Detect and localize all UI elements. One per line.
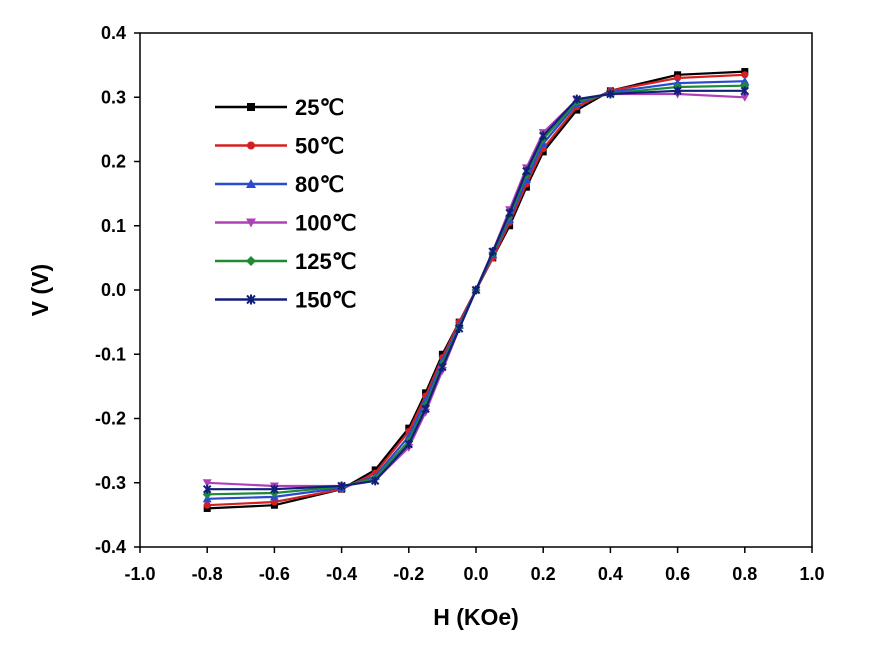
data-point [538,131,548,141]
y-tick-label: -0.2 [95,409,126,429]
x-tick-label: 0.4 [598,564,623,584]
data-point [337,481,346,491]
data-point [522,166,531,176]
x-tick-label: 0.0 [463,564,488,584]
legend-item: 150℃ [215,288,356,313]
data-point [246,179,256,188]
series-5 [202,86,750,494]
y-tick-label: 0.2 [101,152,126,172]
x-axis-label: H (KOe) [433,604,519,630]
x-tick-label: -0.8 [192,564,223,584]
x-tick-label: -0.2 [393,564,424,584]
y-tick-label: 0.3 [101,87,126,107]
data-point [740,86,750,96]
x-tick-label: -1.0 [124,564,155,584]
data-point [246,256,256,266]
data-point [488,246,498,256]
legend-item: 100℃ [215,211,356,236]
data-point [247,141,255,150]
data-point [505,208,514,218]
legend-label: 50℃ [295,134,344,159]
data-point [454,324,464,334]
data-point [202,479,212,488]
y-axis-label: V (V) [27,264,53,316]
data-point [270,484,279,494]
data-point [246,294,256,305]
x-tick-label: 0.2 [531,564,556,584]
x-tick-label: 0.8 [732,564,757,584]
series-layer [202,68,750,512]
data-point [246,218,256,228]
legend: 25℃ 50℃ 80℃ 100℃ 125℃ 150℃ [215,95,356,313]
data-point [421,404,430,414]
data-point [740,76,750,85]
data-point [572,94,582,104]
y-tick-label: 0.0 [101,280,126,300]
data-point [247,103,255,111]
x-tick-label: -0.6 [259,564,290,584]
legend-item: 125℃ [215,249,356,274]
data-point [370,476,380,486]
data-point [674,74,682,82]
legend-label: 80℃ [295,172,344,197]
legend-item: 80℃ [215,172,344,197]
data-point [202,484,212,494]
legend-label: 100℃ [295,211,356,236]
legend-label: 150℃ [295,288,356,313]
y-tick-label: -0.3 [95,473,126,493]
x-tick-label: -0.4 [326,564,357,584]
x-tick-label: 1.0 [799,564,824,584]
data-point [740,93,750,102]
legend-item: 50℃ [215,134,344,159]
x-axis-ticks: -1.0 -0.8 -0.6 -0.4 -0.2 0.0 0.2 0.4 0.6 0.8 1.0 [124,547,825,584]
legend-label: 125℃ [295,249,356,274]
data-point [438,362,447,372]
data-point [741,71,749,79]
legend-item: 25℃ [215,95,344,120]
data-point [471,285,481,295]
data-point [673,86,682,96]
data-point [203,501,211,509]
y-tick-label: 0.1 [101,216,126,236]
legend-label: 25℃ [295,95,344,120]
y-axis-ticks: 0.4 0.3 0.2 0.1 0.0 -0.1 -0.2 -0.3 -0.4 [95,23,140,557]
y-tick-label: 0.4 [101,23,126,43]
data-point [606,89,615,99]
y-tick-label: -0.1 [95,344,126,364]
x-tick-label: 0.6 [665,564,690,584]
y-tick-label: -0.4 [95,537,126,557]
data-point [404,439,414,449]
